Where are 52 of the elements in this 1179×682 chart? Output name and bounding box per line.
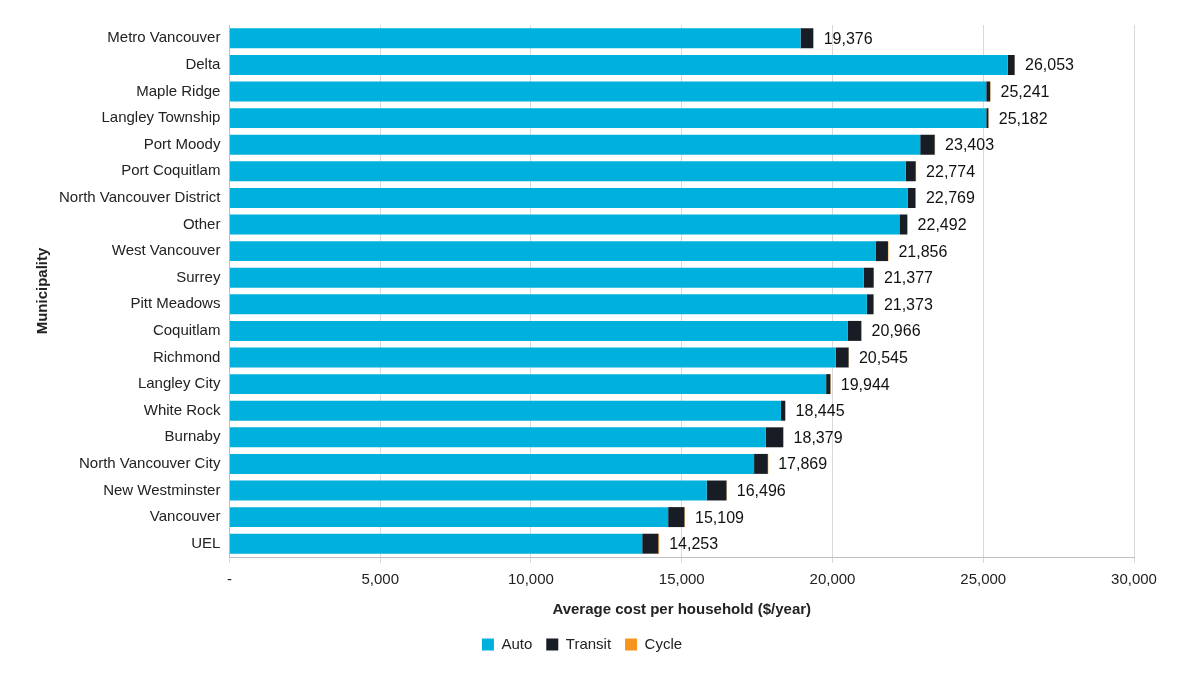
y-tick-label: Metro Vancouver xyxy=(107,28,221,46)
total-label: 22,769 xyxy=(925,189,976,207)
y-tick-label: UEL xyxy=(191,533,221,551)
x-tick-label: 15,000 xyxy=(658,570,705,588)
y-tick-label: Delta xyxy=(185,55,222,73)
y-tick-label: Pitt Meadows xyxy=(130,294,221,312)
y-tick-label: Port Moody xyxy=(143,134,221,152)
total-label: 26,053 xyxy=(1024,56,1075,74)
total-label: 14,253 xyxy=(669,535,719,553)
x-tick-label: 5,000 xyxy=(361,570,399,588)
total-label: 15,109 xyxy=(695,508,745,526)
y-tick-label: Surrey xyxy=(176,267,221,285)
y-tick-label: Port Coquitlam xyxy=(121,161,221,179)
total-label: 21,373 xyxy=(883,295,933,313)
total-label: 21,856 xyxy=(898,242,948,260)
y-tick-label: Other xyxy=(182,214,221,232)
legend-label: Transit xyxy=(565,634,612,652)
total-label: 18,379 xyxy=(793,428,843,446)
total-label: 20,966 xyxy=(871,322,921,340)
total-label: 19,376 xyxy=(823,29,873,47)
total-label: 23,403 xyxy=(945,136,995,154)
x-tick-label: 30,000 xyxy=(1111,570,1157,588)
legend-label: Auto xyxy=(501,634,533,652)
y-tick-label: West Vancouver xyxy=(111,241,221,259)
y-tick-label: Langley Township xyxy=(101,108,221,126)
x-tick-label: 10,000 xyxy=(508,570,554,588)
total-label: 25,182 xyxy=(998,109,1048,127)
total-label: 19,944 xyxy=(840,375,890,393)
x-tick-label: 20,000 xyxy=(809,570,856,588)
total-label: 20,545 xyxy=(858,348,908,366)
y-tick-label: Vancouver xyxy=(149,507,221,525)
total-label: 17,869 xyxy=(778,455,828,473)
y-tick-label: Richmond xyxy=(152,347,221,365)
x-tick-label: - xyxy=(226,570,232,588)
y-tick-label: North Vancouver District xyxy=(58,188,222,206)
y-tick-label: Coquitlam xyxy=(152,321,221,339)
y-tick-label: Maple Ridge xyxy=(136,81,221,99)
total-label: 22,774 xyxy=(926,162,976,180)
total-label: 25,241 xyxy=(1000,82,1050,100)
total-label: 18,445 xyxy=(795,402,845,420)
total-label: 16,496 xyxy=(736,481,786,499)
y-tick-label: Langley City xyxy=(137,374,221,392)
total-label: 21,377 xyxy=(884,269,934,287)
y-tick-label: North Vancouver City xyxy=(78,454,221,472)
legend-label: Cycle xyxy=(644,634,683,652)
x-tick-label: 25,000 xyxy=(960,570,1007,588)
y-tick-label: New Westminster xyxy=(103,480,221,498)
y-tick-label: White Rock xyxy=(143,400,221,418)
y-axis-title: Municipality xyxy=(33,247,51,335)
x-axis-title: Average cost per household ($/year) xyxy=(552,600,812,618)
y-tick-label: Burnaby xyxy=(164,427,221,445)
total-label: 22,492 xyxy=(917,215,967,233)
